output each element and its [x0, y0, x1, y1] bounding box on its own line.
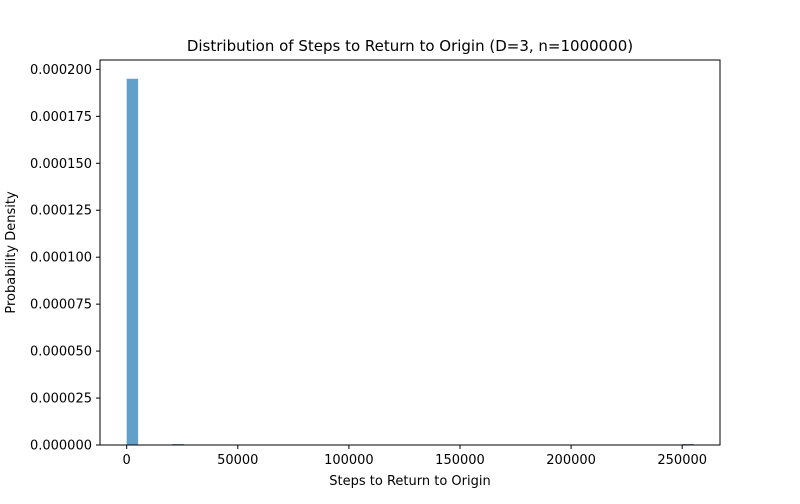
- x-axis-label: Steps to Return to Origin: [329, 474, 490, 489]
- x-tick-label-1: 50000: [217, 453, 258, 468]
- y-tick-label-2: 0.000050: [30, 345, 92, 360]
- histogram-bar-0: [126, 78, 139, 445]
- plot-frame: [99, 59, 721, 446]
- y-tick-label-8: 0.000200: [30, 63, 92, 78]
- bars-layer: [126, 78, 694, 445]
- chart-title: Distribution of Steps to Return to Origi…: [187, 37, 633, 55]
- y-tick-label-0: 0.000000: [30, 439, 92, 454]
- x-tick-label-3: 150000: [435, 453, 485, 468]
- y-tick-label-7: 0.000175: [30, 110, 92, 125]
- y-tick-label-1: 0.000025: [30, 392, 92, 407]
- x-tick-label-5: 250000: [657, 453, 707, 468]
- y-tick-label-5: 0.000125: [30, 204, 92, 219]
- y-axis-label: Probability Density: [4, 191, 19, 314]
- y-tick-label-4: 0.000100: [30, 251, 92, 266]
- ticks-layer: 0 50000 100000 150000 200000 250000 0.000000 0.…: [30, 63, 707, 468]
- x-tick-label-0: 0: [123, 453, 131, 468]
- y-tick-label-6: 0.000150: [30, 157, 92, 172]
- x-tick-label-4: 200000: [546, 453, 596, 468]
- y-tick-label-3: 0.000075: [30, 298, 92, 313]
- x-tick-label-2: 100000: [324, 453, 374, 468]
